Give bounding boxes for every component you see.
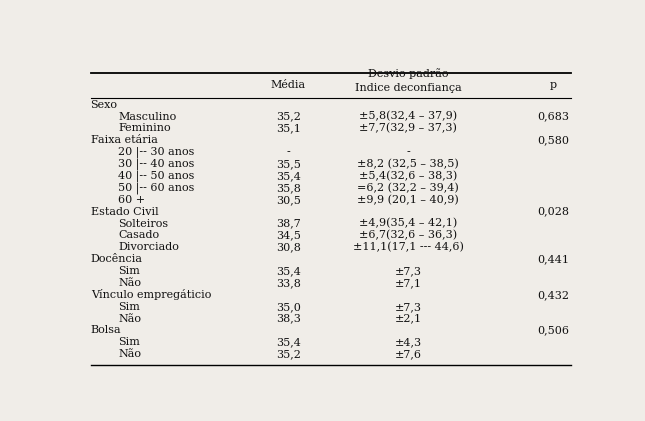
Text: 34,5: 34,5 [275, 230, 301, 240]
Text: Sim: Sim [118, 337, 140, 347]
Text: Docência: Docência [90, 254, 143, 264]
Text: Sexo: Sexo [90, 100, 117, 109]
Text: Não: Não [118, 278, 141, 288]
Text: 0,432: 0,432 [537, 290, 569, 300]
Text: Solteiros: Solteiros [118, 218, 168, 229]
Text: 30 |-- 40 anos: 30 |-- 40 anos [118, 158, 195, 170]
Text: 30,8: 30,8 [275, 242, 301, 252]
Text: Divorciado: Divorciado [118, 242, 179, 252]
Text: Casado: Casado [118, 230, 159, 240]
Text: 33,8: 33,8 [275, 278, 301, 288]
Text: 60 +: 60 + [118, 195, 145, 205]
Text: 40 |-- 50 anos: 40 |-- 50 anos [118, 170, 195, 182]
Text: Faixa etária: Faixa etária [90, 135, 157, 145]
Text: ±7,7(32,9 – 37,3): ±7,7(32,9 – 37,3) [359, 123, 457, 133]
Text: 35,8: 35,8 [275, 183, 301, 193]
Text: ±4,3: ±4,3 [395, 337, 422, 347]
Text: p: p [550, 80, 557, 91]
Text: Média: Média [270, 80, 306, 91]
Text: ±6,7(32,6 – 36,3): ±6,7(32,6 – 36,3) [359, 230, 457, 240]
Text: ±7,3: ±7,3 [395, 302, 422, 312]
Text: Desvio padrão
Indice deconfiança: Desvio padrão Indice deconfiança [355, 69, 461, 93]
Text: 30,5: 30,5 [275, 195, 301, 205]
Text: ±7,3: ±7,3 [395, 266, 422, 276]
Text: 0,506: 0,506 [537, 325, 569, 336]
Text: ±7,1: ±7,1 [395, 278, 422, 288]
Text: Sim: Sim [118, 302, 140, 312]
Text: 35,1: 35,1 [275, 123, 301, 133]
Text: Bolsa: Bolsa [90, 325, 121, 336]
Text: ±11,1(17,1 --- 44,6): ±11,1(17,1 --- 44,6) [353, 242, 464, 253]
Text: ±7,6: ±7,6 [395, 349, 422, 359]
Text: Não: Não [118, 314, 141, 324]
Text: 0,441: 0,441 [537, 254, 569, 264]
Text: 35,0: 35,0 [275, 302, 301, 312]
Text: Vínculo empregáticio: Vínculo empregáticio [90, 289, 211, 300]
Text: ±8,2 (32,5 – 38,5): ±8,2 (32,5 – 38,5) [357, 159, 459, 169]
Text: Estado Civil: Estado Civil [90, 207, 158, 217]
Text: ±5,4(32,6 – 38,3): ±5,4(32,6 – 38,3) [359, 171, 457, 181]
Text: 35,4: 35,4 [275, 266, 301, 276]
Text: 0,028: 0,028 [537, 207, 569, 217]
Text: 35,5: 35,5 [275, 159, 301, 169]
Text: Feminino: Feminino [118, 123, 171, 133]
Text: -: - [406, 147, 410, 157]
Text: 0,580: 0,580 [537, 135, 569, 145]
Text: 50 |-- 60 anos: 50 |-- 60 anos [118, 182, 195, 194]
Text: 20 |-- 30 anos: 20 |-- 30 anos [118, 147, 195, 158]
Text: 0,683: 0,683 [537, 112, 569, 122]
Text: Masculino: Masculino [118, 112, 176, 122]
Text: -: - [286, 147, 290, 157]
Text: ±2,1: ±2,1 [395, 314, 422, 324]
Text: =6,2 (32,2 – 39,4): =6,2 (32,2 – 39,4) [357, 183, 459, 193]
Text: 35,4: 35,4 [275, 337, 301, 347]
Text: 35,4: 35,4 [275, 171, 301, 181]
Text: ±4,9(35,4 – 42,1): ±4,9(35,4 – 42,1) [359, 218, 457, 229]
Text: ±9,9 (20,1 – 40,9): ±9,9 (20,1 – 40,9) [357, 195, 459, 205]
Text: Sim: Sim [118, 266, 140, 276]
Text: 35,2: 35,2 [275, 112, 301, 122]
Text: 35,2: 35,2 [275, 349, 301, 359]
Text: 38,7: 38,7 [275, 218, 301, 229]
Text: Não: Não [118, 349, 141, 359]
Text: ±5,8(32,4 – 37,9): ±5,8(32,4 – 37,9) [359, 112, 457, 122]
Text: 38,3: 38,3 [275, 314, 301, 324]
